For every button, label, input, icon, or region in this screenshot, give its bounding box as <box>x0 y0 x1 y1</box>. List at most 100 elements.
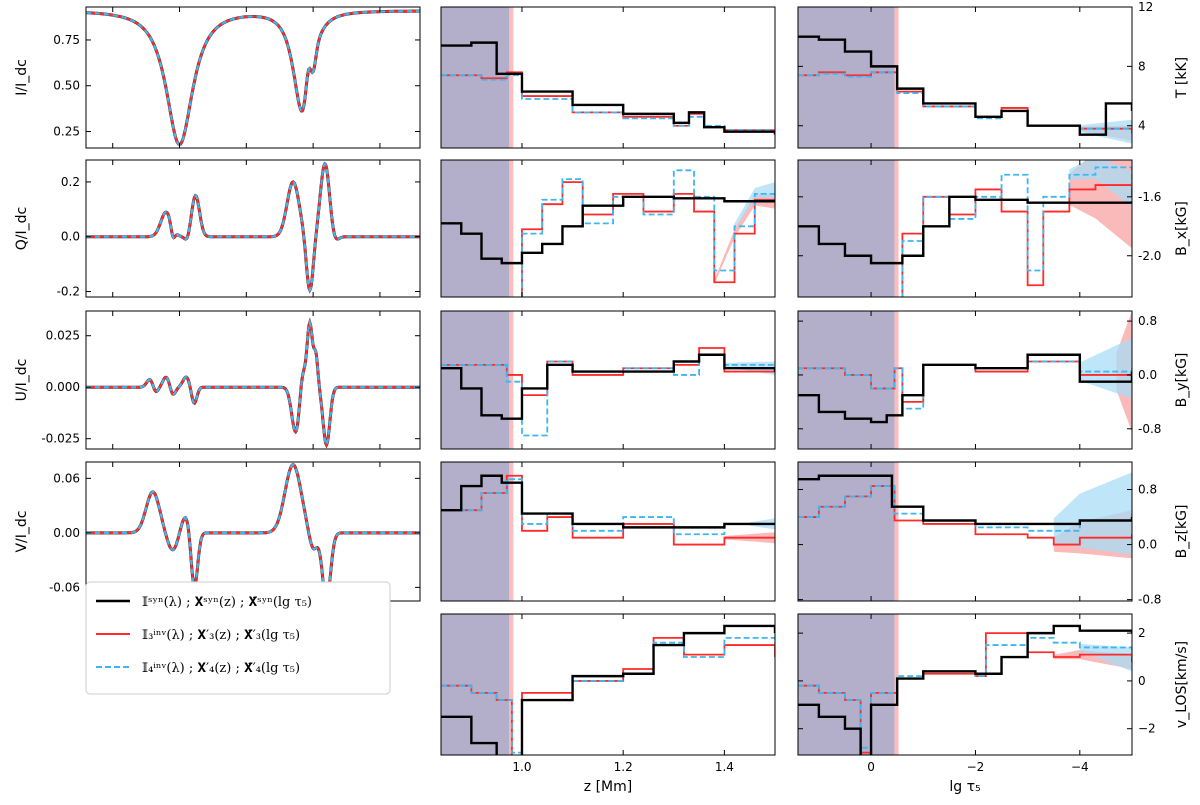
plot-area <box>441 7 775 148</box>
x-axis-label: lg τ₅ <box>949 779 980 795</box>
panel-frame <box>797 613 1133 756</box>
y-tick-label: 0.06 <box>53 471 80 485</box>
plot-area <box>441 462 775 601</box>
y-tick-label: -1.6 <box>1138 190 1161 204</box>
x-tick-label: 1.4 <box>715 760 734 774</box>
shaded-region <box>798 7 895 148</box>
y-tick-label: 0.8 <box>1138 483 1157 497</box>
series-line-syn <box>798 195 1132 265</box>
shaded-edge <box>509 160 514 297</box>
y-tick-label: -0.8 <box>1138 593 1161 607</box>
y-tick-label: 0.75 <box>53 33 80 47</box>
shaded-region <box>798 311 895 449</box>
legend-label-syn: 𝕀ˢʸⁿ(λ) ; 𝐗ˢʸⁿ(z) ; 𝐗̃ˢʸⁿ(lg τ₅) <box>142 595 312 610</box>
shaded-edge <box>509 311 514 449</box>
y-axis-label: B_y[kG] <box>1174 353 1190 408</box>
y-tick-label: 0.25 <box>53 125 80 139</box>
panel-Bz-z <box>440 461 776 602</box>
y-axis-label: v_LOS[km/s] <box>1174 641 1190 728</box>
panel-stokes-U: -0.025 0.000 0.025 U/I_dc <box>14 310 421 450</box>
series-line-inv4 <box>521 169 775 297</box>
error-band-inv4 <box>1069 160 1132 208</box>
y-tick-label: -0.06 <box>49 580 80 594</box>
series-line-syn <box>798 624 1132 755</box>
error-band-inv4 <box>1053 472 1132 555</box>
panel-frame <box>440 461 776 602</box>
legend-frame <box>85 581 391 695</box>
panel-frame <box>440 310 776 450</box>
x-tick-label: 1.2 <box>614 760 633 774</box>
plot-area <box>86 161 420 294</box>
shaded-edge <box>509 614 514 755</box>
series-line-inv3 <box>441 474 775 546</box>
y-tick-label: 8 <box>1138 59 1146 73</box>
panel-frame <box>797 6 1133 149</box>
y-axis-label: B_z[kG] <box>1174 505 1190 559</box>
x-tick-label: −4 <box>1071 760 1089 774</box>
shaded-region <box>798 160 895 297</box>
shaded-edge <box>509 462 514 601</box>
series-line-inv4 <box>86 463 420 601</box>
y-tick-label: -0.8 <box>1138 422 1161 436</box>
panel-Bz-lgtau: -0.8 0.0 0.8 B_z[kG] <box>797 461 1190 607</box>
panel-frame <box>797 310 1133 450</box>
y-tick-label: 0.8 <box>1138 314 1157 328</box>
series-line-inv4 <box>798 71 1132 132</box>
plot-area <box>798 160 1132 297</box>
series-line-inv4 <box>798 485 1132 532</box>
y-tick-label: 0.00 <box>53 526 80 540</box>
plot-area <box>798 311 1132 449</box>
plot-area <box>441 311 775 449</box>
panel-frame <box>797 461 1133 602</box>
y-tick-label: 12 <box>1138 0 1153 14</box>
panel-vLOS-lgtau: 0 −2 −4 −2 0 2 lg τ₅ v_LOS[km/s] <box>797 613 1190 795</box>
plot-area <box>798 614 1132 755</box>
shaded-region <box>441 160 510 297</box>
y-tick-label: -0.2 <box>57 285 80 299</box>
shaded-edge <box>894 160 899 297</box>
error-band-inv4 <box>1079 337 1132 399</box>
y-tick-label: 0 <box>1138 674 1146 688</box>
series-line-inv3 <box>798 485 1132 546</box>
series-line-inv4 <box>441 74 775 134</box>
panel-frame <box>440 159 776 298</box>
plot-area <box>798 7 1132 148</box>
plot-area <box>441 160 775 297</box>
x-tick-label: −2 <box>967 760 985 774</box>
series-line-inv4 <box>86 162 420 293</box>
y-tick-label: 4 <box>1138 119 1146 133</box>
x-tick-label: 0 <box>867 760 875 774</box>
x-axis-label: z [Mm] <box>584 779 632 795</box>
shaded-region <box>798 462 895 601</box>
plot-area <box>86 463 420 601</box>
panel-T-z <box>440 6 776 149</box>
panel-By-z <box>440 310 776 450</box>
y-axis-label: B_x[kG] <box>1174 201 1190 256</box>
series-line-inv4 <box>86 318 420 448</box>
plot-area <box>86 317 420 449</box>
shaded-region <box>441 311 510 449</box>
y-axis-label: I/I_dc <box>14 59 30 96</box>
panel-stokes-I: 0.25 0.50 0.75 I/I_dc <box>14 6 421 149</box>
shaded-edge <box>509 7 514 148</box>
series-line-syn <box>798 35 1132 136</box>
y-tick-label: −2 <box>1138 722 1156 736</box>
series-line-syn <box>441 195 775 265</box>
y-tick-label: -0.025 <box>41 432 80 446</box>
shaded-region <box>441 462 510 601</box>
y-axis-label: V/I_dc <box>14 510 30 552</box>
y-tick-label: 2 <box>1138 626 1146 640</box>
panels-group: 0.25 0.50 0.75 I/I_dc -0.2 0.0 0.2 Q/I_dc -0.025… <box>14 0 1190 795</box>
error-band-inv4 <box>1079 643 1132 672</box>
plot-area <box>798 462 1132 601</box>
y-tick-label: 0.0 <box>61 230 80 244</box>
y-tick-label: 0.025 <box>46 329 80 343</box>
plot-area <box>86 9 420 146</box>
panel-frame <box>440 613 776 756</box>
legend-label-inv3: 𝕀₃ⁱⁿᵛ(λ) ; 𝐗′₃(z) ; 𝐗̃′₃(lg τ₅) <box>142 628 300 643</box>
y-tick-label: 0.0 <box>1138 368 1157 382</box>
y-tick-label: -2.0 <box>1138 249 1161 263</box>
panel-frame <box>440 6 776 149</box>
panel-stokes-Q: -0.2 0.0 0.2 Q/I_dc <box>14 159 421 299</box>
